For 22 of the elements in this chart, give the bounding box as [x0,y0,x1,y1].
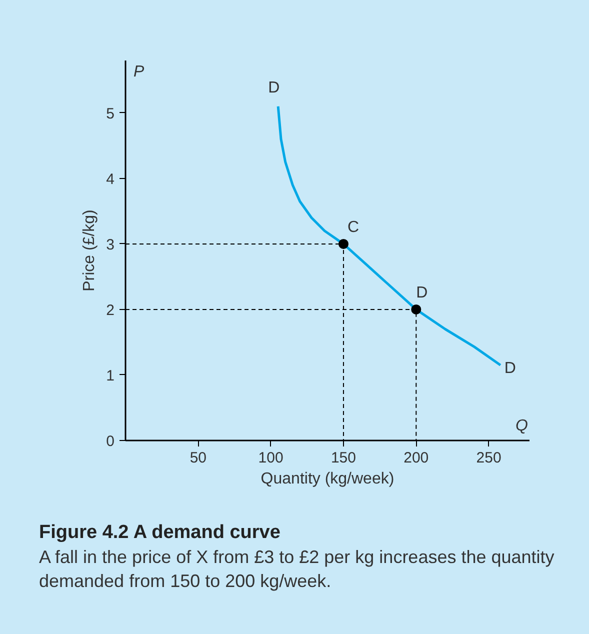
y-tick-label: 0 [106,433,114,450]
y-axis-title: Price (£/kg) [81,210,98,292]
y-tick-label: 5 [106,105,114,122]
annotation: C [347,218,360,236]
y-tick-label: 3 [106,236,114,254]
text: Figure 4.2 A demand curve [39,521,282,545]
text: A fall in the price of X from £3 to £2 per kg increases the quantity demanded from 150 to 200 kg/week. [39,546,556,593]
annotation: Q [516,418,528,434]
y-tick-label: 1 [106,367,114,384]
annotation: D [504,360,516,378]
x-axis-title: Quantity (kg/week) [260,470,394,488]
y-tick-label: 4 [106,170,114,188]
x-tick-label: 150 [330,450,356,466]
annotation: D [416,284,428,302]
x-tick-label: 50 [190,450,207,466]
x-tick-label: 200 [404,450,429,466]
x-tick-label: 250 [476,450,502,466]
x-tick-label: 100 [258,450,284,466]
annotation: P [134,64,144,80]
y-tick-label: 2 [106,302,114,319]
line-series [276,105,502,366]
annotation: D [268,79,280,96]
